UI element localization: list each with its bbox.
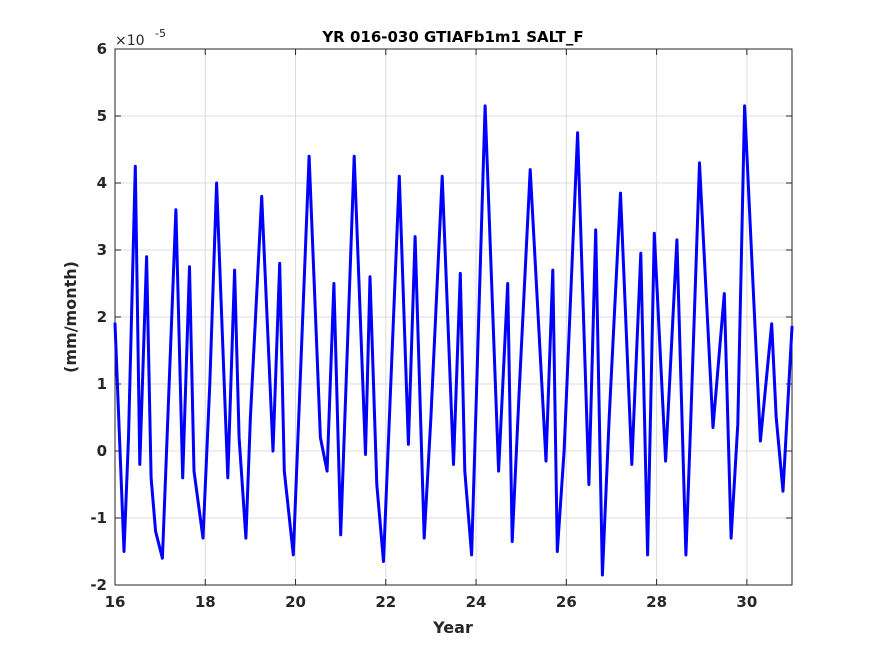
y-multiplier: ×10 -5 (115, 27, 166, 49)
chart-title: YR 016-030 GTIAFb1m1 SALT_F (321, 28, 583, 46)
x-axis-label: Year (432, 618, 473, 637)
y-tick-label: 3 (97, 241, 107, 259)
y-tick-label: -2 (90, 576, 107, 594)
y-tick-label: 5 (97, 107, 107, 125)
x-tick-label: 18 (195, 593, 216, 611)
x-tick-label: 28 (646, 593, 667, 611)
x-tick-label: 24 (466, 593, 487, 611)
x-tick-label: 22 (375, 593, 396, 611)
series-layer (113, 104, 794, 577)
x-tick-label: 16 (105, 593, 126, 611)
y-tick-label: 4 (97, 174, 107, 192)
axis-ticks: 16 18 20 22 24 26 28 30 -2 -1 0 1 2 3 4 5 6 (90, 40, 792, 611)
y-axis-label: (mm/month) (61, 261, 80, 373)
y-multiplier-exponent: -5 (155, 27, 166, 40)
y-tick-label: -1 (90, 509, 107, 527)
y-tick-label: 0 (97, 442, 107, 460)
y-tick-label: 6 (97, 40, 107, 58)
x-tick-label: 20 (285, 593, 306, 611)
series-line (113, 104, 794, 577)
y-multiplier-base: ×10 (115, 33, 145, 49)
x-tick-label: 30 (736, 593, 757, 611)
x-tick-label: 26 (556, 593, 577, 611)
y-tick-label: 1 (97, 375, 107, 393)
y-tick-label: 2 (97, 308, 107, 326)
